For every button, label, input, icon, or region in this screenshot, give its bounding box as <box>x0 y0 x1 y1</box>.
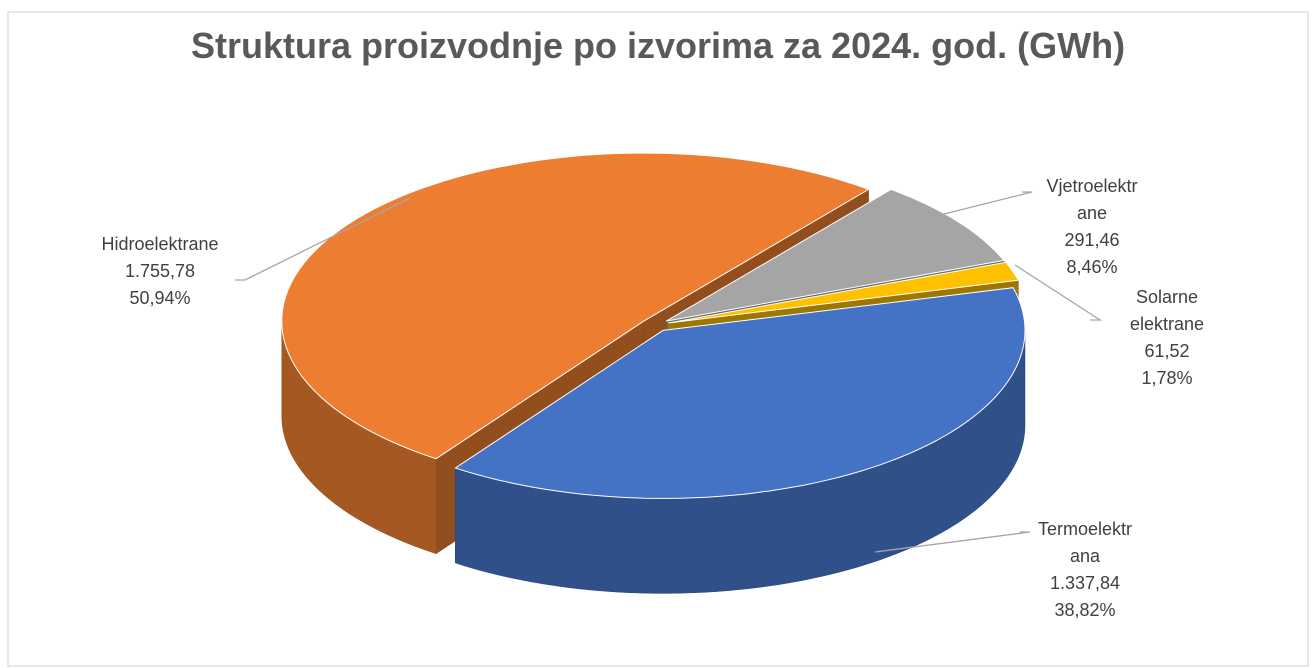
slice <box>454 287 1026 594</box>
data-label-percent: 50,94% <box>129 288 190 308</box>
chart-title: Struktura proizvodnje po izvorima za 202… <box>191 25 1125 66</box>
data-label-value: 61,52 <box>1144 341 1189 361</box>
slice-top <box>668 261 1020 324</box>
leader-line <box>1014 264 1103 321</box>
leader-line <box>939 191 1033 216</box>
data-label-name: Termoelektr ana <box>1038 519 1132 566</box>
data-label-value: 1.337,84 <box>1050 573 1120 593</box>
data-label-name: Hidroelektrane <box>101 234 218 254</box>
leader-line <box>874 531 1031 553</box>
data-label-name: Solarne elektrane <box>1130 287 1204 334</box>
data-label-name: Vjetroelektr ane <box>1046 176 1137 223</box>
data-label-value: 1.755,78 <box>125 261 195 281</box>
slice-top <box>281 152 870 460</box>
data-label-percent: 38,82% <box>1054 600 1115 620</box>
data-label-percent: 8,46% <box>1066 257 1117 277</box>
data-label-value: 291,46 <box>1064 230 1119 250</box>
slice-top <box>666 188 1005 322</box>
leader-line <box>235 197 411 281</box>
data-label-percent: 1,78% <box>1141 368 1192 388</box>
slice-top <box>454 287 1026 499</box>
